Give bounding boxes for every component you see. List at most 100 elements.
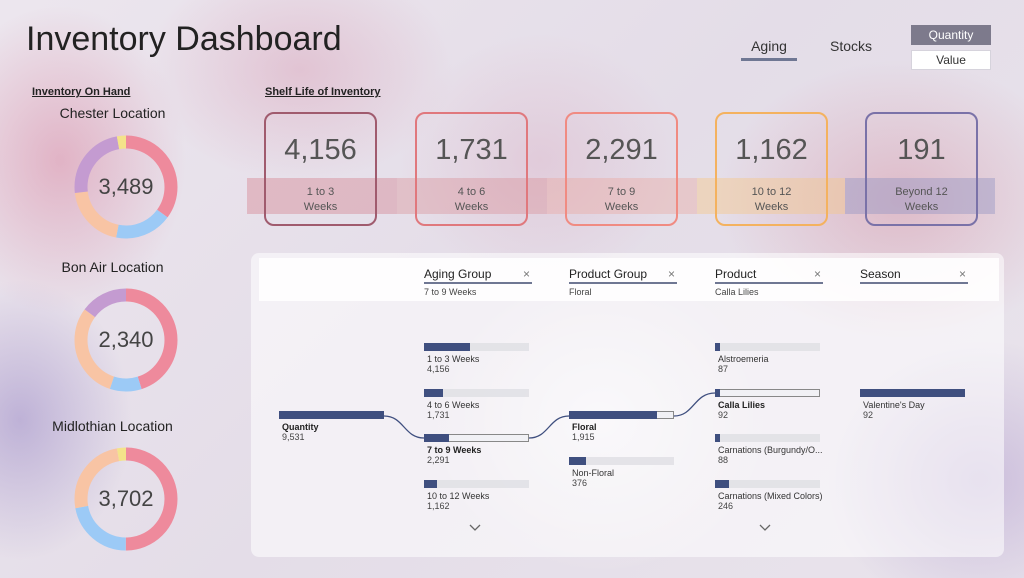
node-bar [424, 434, 449, 442]
tab-stocks-label: Stocks [829, 38, 872, 54]
node-value: 92 [718, 410, 729, 420]
shelf-band-segment [547, 178, 697, 214]
shelf-card-value: 1,731 [435, 134, 508, 166]
shelf-life-band [247, 178, 995, 214]
shelf-card-1-to-3-weeks[interactable]: 4,156 1 to 3 Weeks [264, 112, 377, 226]
decomposition-tree-panel [251, 253, 1004, 557]
shelf-card-4-to-6-weeks[interactable]: 1,731 4 to 6 Weeks [415, 112, 528, 226]
node-bar [424, 389, 443, 397]
node-label: Calla Lilies [718, 400, 766, 410]
inventory-on-hand-title: Inventory On Hand [32, 86, 131, 98]
donut-segment[interactable] [74, 288, 178, 392]
tree-node-product[interactable]: Alstroemeria 87 [715, 343, 825, 377]
tree-node-season[interactable]: Valentine's Day 92 [860, 389, 970, 423]
midlothian-location-label: Midlothian Location [52, 418, 173, 434]
tab-aging[interactable]: Aging [741, 38, 797, 61]
page-title: Inventory Dashboard [26, 20, 342, 58]
shelf-band-segment [247, 178, 397, 214]
tree-node-aging[interactable]: 4 to 6 Weeks 1,731 [424, 389, 534, 423]
shelf-card-label: 1 to 3 Weeks [303, 186, 338, 213]
tree-node-product[interactable]: Carnations (Burgundy/O... 88 [715, 434, 825, 468]
bon-air-donut-chart[interactable] [70, 284, 182, 396]
donut-segment[interactable] [74, 288, 178, 392]
tree-node-product[interactable]: Carnations (Mixed Colors) 246 [715, 480, 825, 514]
node-label: Floral [572, 422, 597, 432]
node-label: Quantity [282, 422, 319, 432]
value-toggle-button[interactable]: Value [911, 50, 991, 70]
tree-node-product-group[interactable]: Non-Floral 376 [569, 457, 679, 491]
node-label: 10 to 12 Weeks [427, 491, 490, 501]
shelf-card-value: 1,162 [735, 134, 808, 166]
tree-node-aging[interactable]: 1 to 3 Weeks 4,156 [424, 343, 534, 377]
node-bar [279, 411, 384, 419]
quantity-toggle-button[interactable]: Quantity [911, 25, 991, 45]
column-header-product: Product × [715, 267, 823, 284]
tree-node-root[interactable]: Quantity 9,531 [279, 411, 389, 445]
shelf-card-label: 10 to 12 Weeks [751, 186, 792, 213]
node-label: Carnations (Burgundy/O... [718, 445, 823, 455]
shelf-card-beyond-12-weeks[interactable]: 191 Beyond 12 Weeks [865, 112, 978, 226]
shelf-band-segment [397, 178, 547, 214]
close-icon[interactable]: × [667, 267, 675, 281]
node-bar [715, 343, 720, 351]
node-bar-track [715, 343, 820, 351]
node-label: 4 to 6 Weeks [427, 400, 480, 410]
column-header-aging-group: Aging Group × [424, 267, 532, 284]
shelf-life-title: Shelf Life of Inventory [265, 86, 381, 98]
node-value: 2,291 [427, 455, 450, 465]
chevron-down-icon[interactable] [468, 523, 482, 533]
shelf-card-10-to-12-weeks[interactable]: 1,162 10 to 12 Weeks [715, 112, 828, 226]
close-icon[interactable]: × [522, 267, 530, 281]
shelf-card-7-to-9-weeks[interactable]: 2,291 7 to 9 Weeks [565, 112, 678, 226]
shelf-card-label: Beyond 12 Weeks [895, 186, 948, 213]
node-label: Alstroemeria [718, 354, 769, 364]
shelf-band-segment [845, 178, 995, 214]
midlothian-donut-chart[interactable] [70, 443, 182, 555]
node-value: 88 [718, 455, 729, 465]
tree-node-product[interactable]: Calla Lilies 92 [715, 389, 825, 423]
chester-donut-chart[interactable] [70, 131, 182, 243]
node-bar [715, 389, 720, 397]
close-icon[interactable]: × [958, 267, 966, 281]
donut-segment[interactable] [74, 135, 178, 239]
shelf-card-label: 7 to 9 Weeks [604, 186, 639, 213]
chester-location-label: Chester Location [59, 105, 166, 121]
tab-stocks[interactable]: Stocks [825, 38, 877, 54]
node-value: 376 [572, 478, 588, 488]
column-selected-value: Calla Lilies [715, 287, 759, 297]
bon-air-location-label: Bon Air Location [61, 259, 164, 275]
column-header-label: Product Group [569, 267, 648, 281]
donut-segment[interactable] [74, 447, 178, 551]
donut-segment[interactable] [74, 135, 178, 239]
tree-node-aging[interactable]: 7 to 9 Weeks 2,291 [424, 434, 534, 468]
node-label: Valentine's Day [863, 400, 925, 410]
node-bar-track [424, 389, 529, 397]
column-header-season: Season × [860, 267, 968, 284]
node-label: 1 to 3 Weeks [427, 354, 480, 364]
node-value: 1,915 [572, 432, 595, 442]
node-bar-track [715, 389, 820, 397]
chevron-down-icon[interactable] [758, 523, 772, 533]
tree-node-aging[interactable]: 10 to 12 Weeks 1,162 [424, 480, 534, 514]
node-label: Non-Floral [572, 468, 615, 478]
node-value: 9,531 [282, 432, 305, 442]
close-icon[interactable]: × [813, 267, 821, 281]
column-selected-value: 7 to 9 Weeks [424, 287, 477, 297]
column-header-label: Aging Group [424, 267, 492, 281]
node-bar-track [715, 480, 820, 488]
donut-segment[interactable] [74, 135, 178, 239]
node-bar [424, 343, 470, 351]
node-bar [569, 411, 657, 419]
node-value: 1,162 [427, 501, 450, 511]
donut-segment[interactable] [74, 447, 178, 551]
tab-aging-label: Aging [751, 38, 787, 54]
donut-segment[interactable] [74, 288, 178, 392]
column-selected-value: Floral [569, 287, 592, 297]
shelf-card-value: 191 [897, 134, 946, 166]
node-bar-track [715, 434, 820, 442]
decomposition-header [259, 258, 999, 301]
node-value: 1,731 [427, 410, 450, 420]
column-header-label: Product [715, 267, 757, 281]
node-bar-track [424, 343, 529, 351]
tree-node-product-group[interactable]: Floral 1,915 [569, 411, 679, 445]
